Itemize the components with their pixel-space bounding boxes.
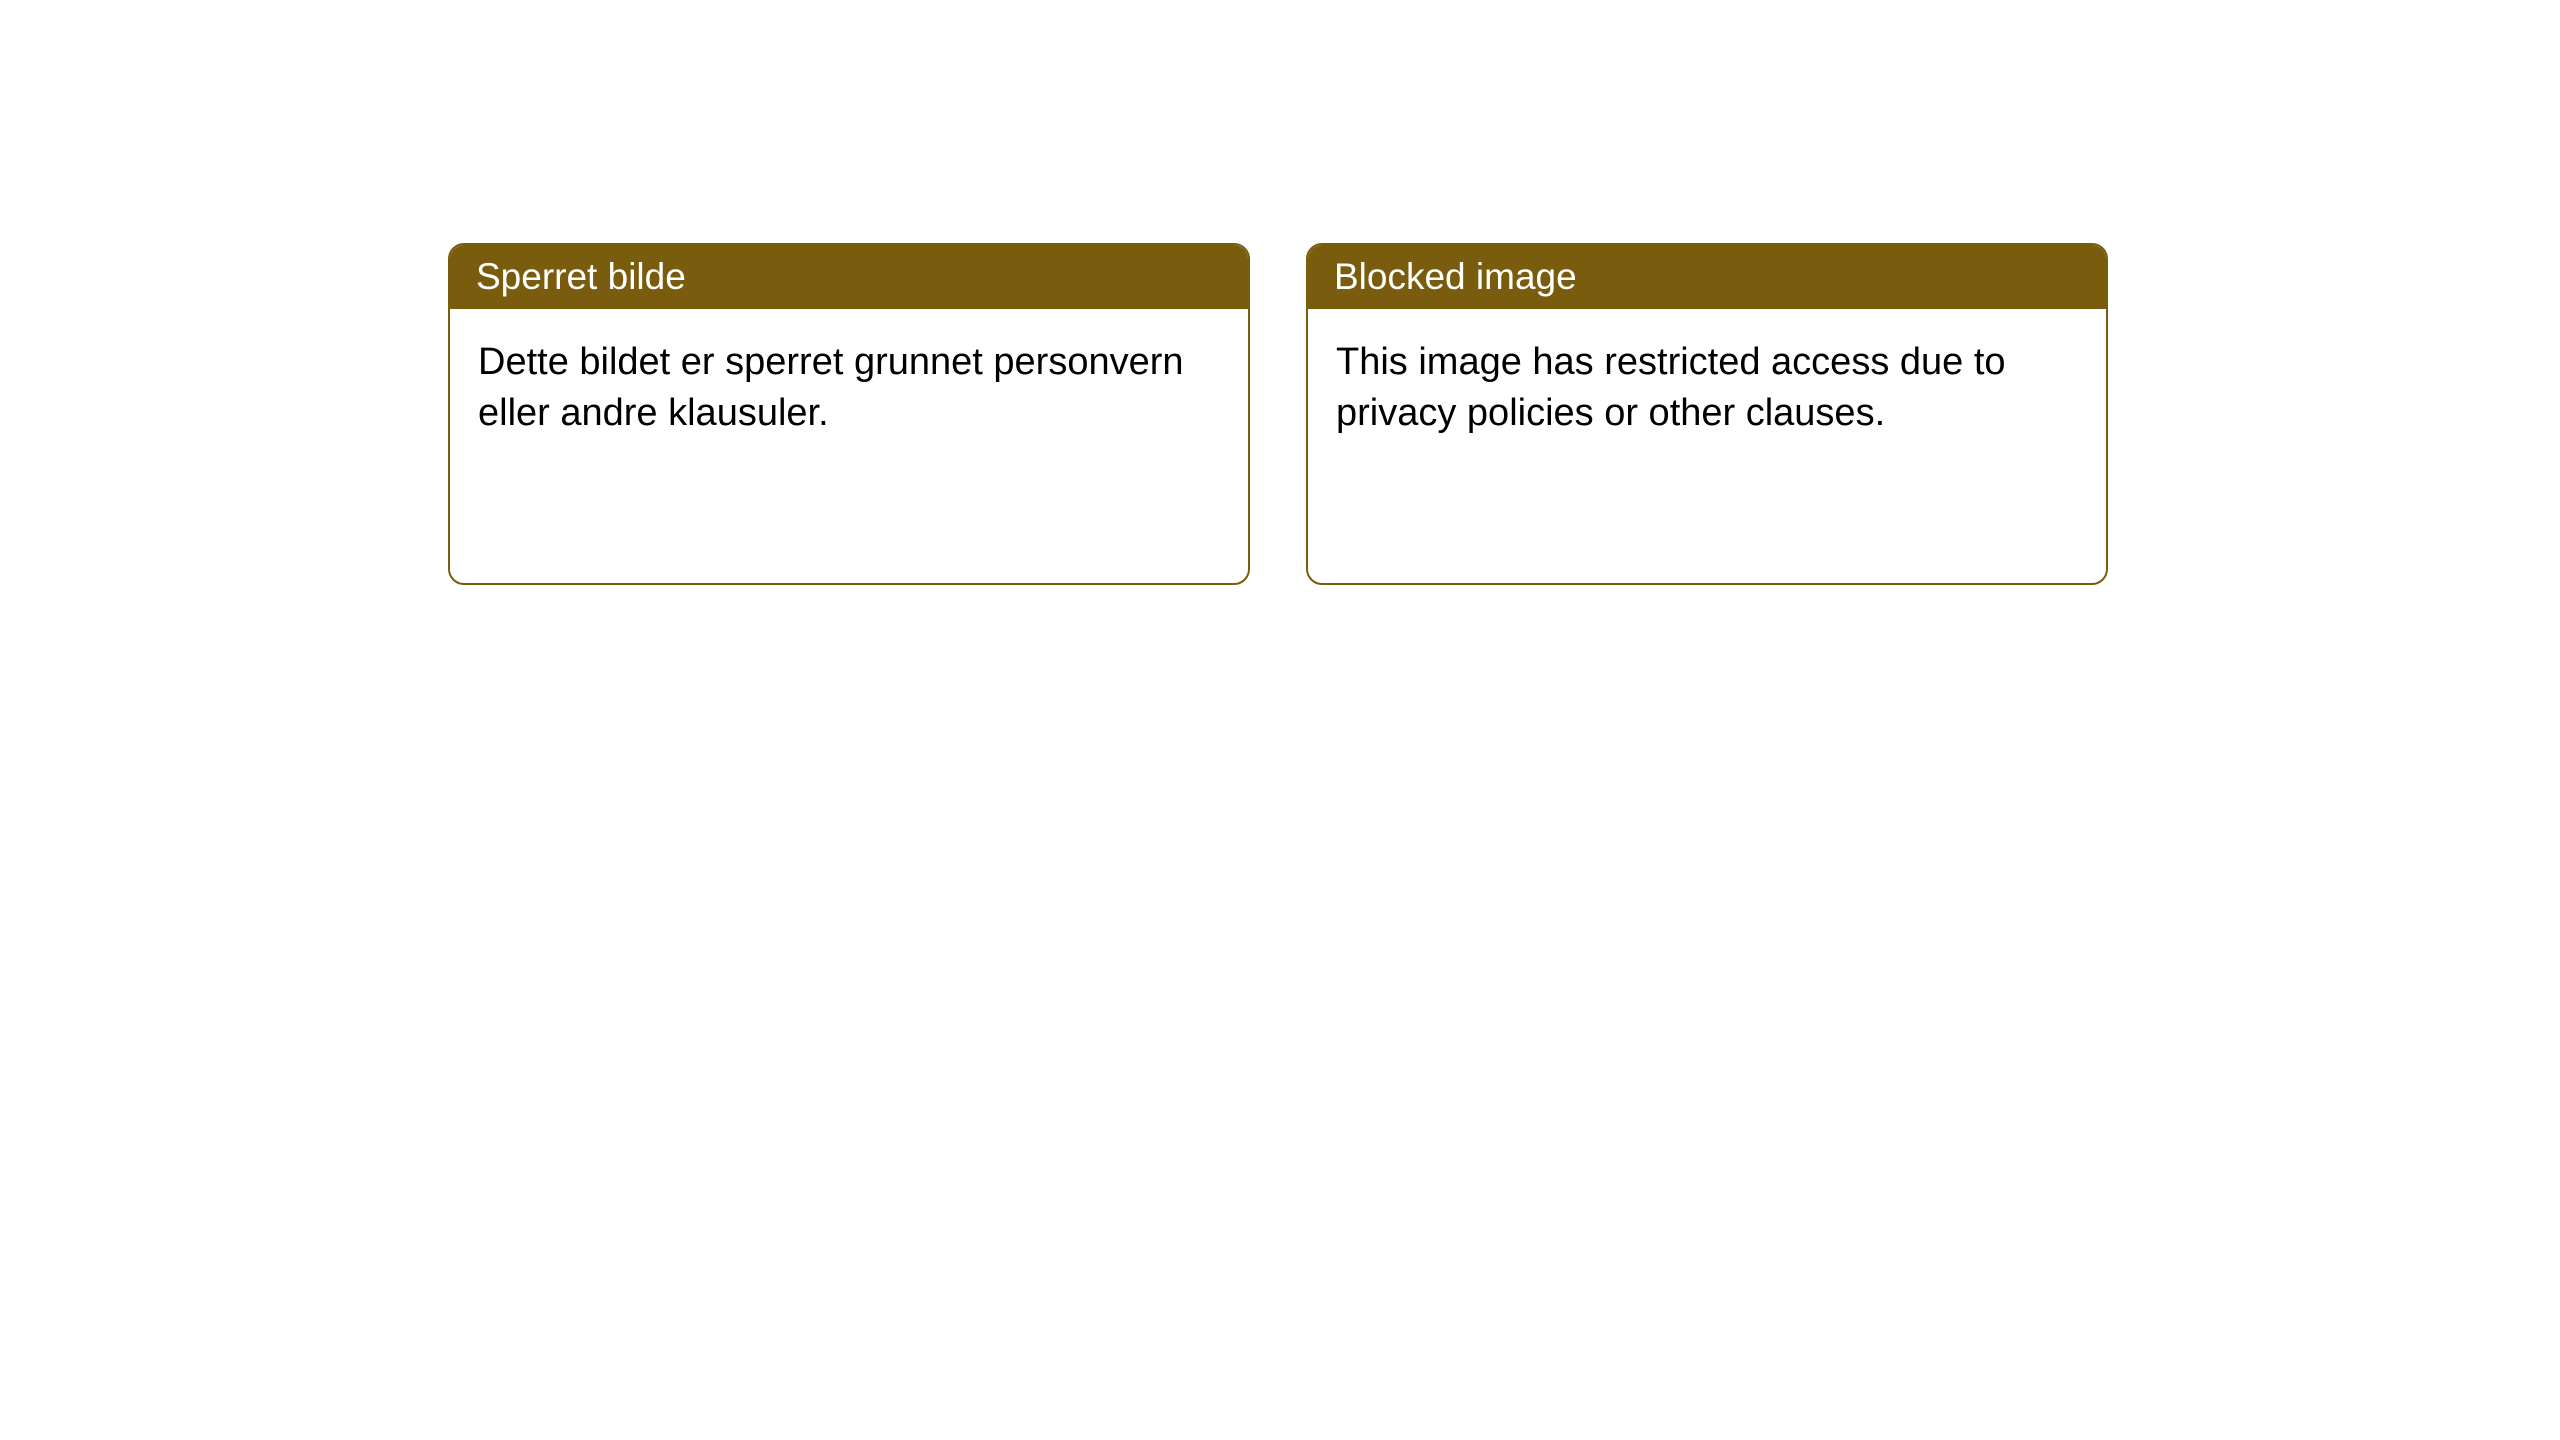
card-message-no: Dette bildet er sperret grunnet personve… [478, 337, 1220, 440]
card-title-no: Sperret bilde [450, 245, 1248, 309]
card-body-no: Dette bildet er sperret grunnet personve… [450, 309, 1248, 583]
card-message-en: This image has restricted access due to … [1336, 337, 2078, 440]
blocked-image-card-no: Sperret bilde Dette bildet er sperret gr… [448, 243, 1250, 585]
card-body-en: This image has restricted access due to … [1308, 309, 2106, 583]
notice-cards-container: Sperret bilde Dette bildet er sperret gr… [448, 243, 2108, 585]
card-title-en: Blocked image [1308, 245, 2106, 309]
blocked-image-card-en: Blocked image This image has restricted … [1306, 243, 2108, 585]
